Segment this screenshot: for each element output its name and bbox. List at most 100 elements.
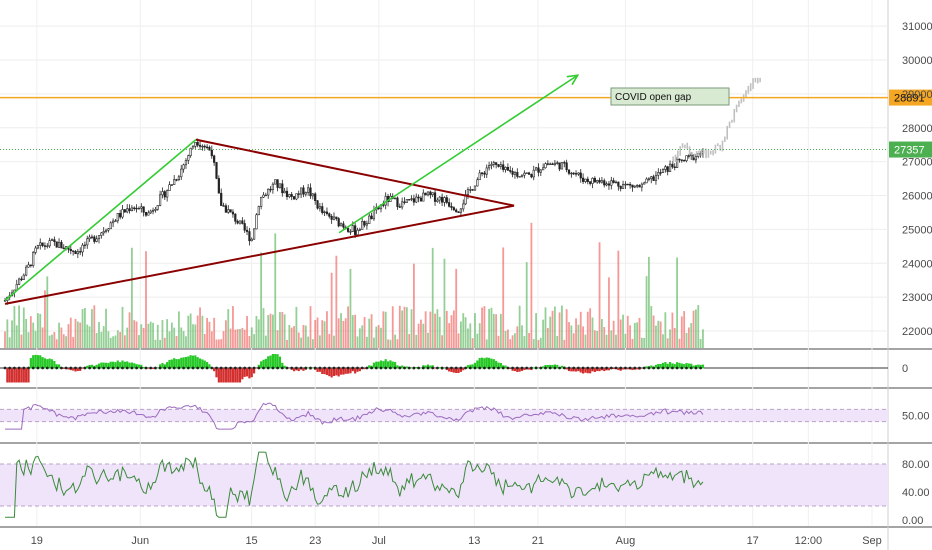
volume-bar — [377, 325, 380, 348]
trendline[interactable] — [4, 204, 515, 305]
volume-bar — [25, 318, 28, 348]
trendline[interactable] — [195, 138, 515, 207]
candle-body — [17, 278, 21, 285]
volume-bar — [460, 321, 462, 348]
macd-bar — [133, 363, 136, 369]
volume-bar — [636, 322, 639, 348]
macd-bar — [697, 364, 700, 369]
price-axis[interactable]: 31000 30000 29000 28000 27000 26000 25000 24000… — [902, 21, 932, 527]
candle-body — [128, 208, 131, 211]
candle-body — [584, 178, 587, 182]
volume-bar — [685, 332, 688, 348]
candle-body — [210, 149, 213, 157]
volume-bar — [565, 309, 568, 348]
candle-body — [640, 183, 643, 188]
volume-bar — [302, 324, 305, 348]
macd-bar — [213, 368, 216, 372]
macd-signal-dot — [440, 366, 444, 370]
candle-body — [104, 229, 108, 232]
volume-bar — [154, 339, 157, 348]
volume-bar — [156, 324, 159, 348]
rsi-band — [0, 409, 888, 422]
candle-body — [307, 187, 310, 193]
candle-body — [440, 196, 444, 203]
volume-bar — [262, 308, 265, 348]
macd-signal-dot — [652, 366, 655, 370]
trendline[interactable] — [338, 74, 579, 234]
macd-signal-dot — [125, 366, 129, 370]
price-tick-label: 23000 — [902, 292, 932, 304]
macd-bar — [483, 358, 486, 369]
volume-bar — [100, 331, 103, 348]
macd-bar — [15, 368, 18, 383]
trendlines[interactable] — [4, 74, 580, 305]
macd-signal-dot — [22, 366, 26, 370]
candle-body — [208, 147, 211, 151]
candle-body — [267, 188, 270, 196]
macd-bar — [654, 364, 658, 369]
macd-bar — [661, 362, 665, 369]
candle-body — [361, 221, 364, 230]
macd-bar — [469, 364, 472, 369]
annotation-box[interactable] — [610, 87, 730, 106]
horizontal-levels[interactable]: 28891 27357 — [0, 89, 932, 158]
macd-bar — [673, 364, 676, 369]
candle-body — [144, 211, 148, 216]
candle-body — [438, 196, 441, 201]
volume-bar — [260, 252, 263, 348]
macd-signal-dot — [600, 366, 604, 370]
candle-body — [372, 209, 376, 220]
macd-signal-dot — [431, 366, 435, 370]
macd-bar — [424, 365, 427, 369]
volume-bar — [246, 315, 248, 348]
volume-bar — [680, 316, 683, 348]
volume-bar — [631, 338, 634, 348]
covid-gap-annotation[interactable]: COVID open gap — [610, 87, 730, 106]
macd-bar — [318, 368, 321, 372]
macd-bar — [323, 368, 326, 375]
candle-body — [227, 209, 230, 213]
candle-body — [436, 199, 439, 202]
candle-body — [650, 176, 653, 180]
volume-bar — [279, 312, 281, 348]
candle-body — [302, 187, 305, 195]
volume-bar — [4, 331, 6, 348]
macd-signal-dot — [403, 366, 406, 370]
price-level-badge[interactable] — [889, 141, 932, 158]
volume-bars — [4, 222, 704, 348]
price-level-badge[interactable] — [889, 89, 932, 106]
macd-bar — [542, 366, 545, 369]
macd-signal-dot — [154, 366, 157, 370]
volume-bar — [53, 331, 56, 348]
volume-bar — [683, 311, 686, 348]
macd-bar — [220, 368, 223, 383]
macd-signal-dot — [445, 366, 449, 370]
macd-bar — [499, 362, 502, 369]
macd-bar — [262, 359, 265, 369]
candle-body — [90, 236, 94, 239]
candle-body — [647, 178, 650, 180]
macd-bar — [339, 368, 343, 375]
volume-bar — [65, 336, 67, 348]
macd-bar — [368, 365, 371, 369]
macd-bar — [79, 368, 82, 371]
volume-bar — [319, 335, 321, 348]
macd-bar — [248, 368, 251, 379]
candle-body — [241, 220, 244, 224]
macd-bar — [271, 354, 274, 369]
macd-bar — [27, 368, 30, 383]
trendline[interactable] — [4, 138, 197, 302]
candle-body — [417, 196, 420, 199]
candle-body — [408, 199, 411, 201]
macd-signal-dot — [304, 366, 308, 370]
volume-bar — [361, 325, 364, 348]
volume-bar — [551, 310, 554, 348]
candle-body — [401, 201, 404, 208]
time-axis[interactable]: 19 Jun 15 23 Jul 13 21 Aug 17 12:00 Sep — [31, 535, 882, 547]
macd-bar — [603, 368, 606, 372]
macd-signal-dot — [464, 366, 467, 370]
volume-bar — [194, 324, 197, 348]
macd-bar — [104, 362, 108, 369]
candle-body — [290, 194, 293, 197]
